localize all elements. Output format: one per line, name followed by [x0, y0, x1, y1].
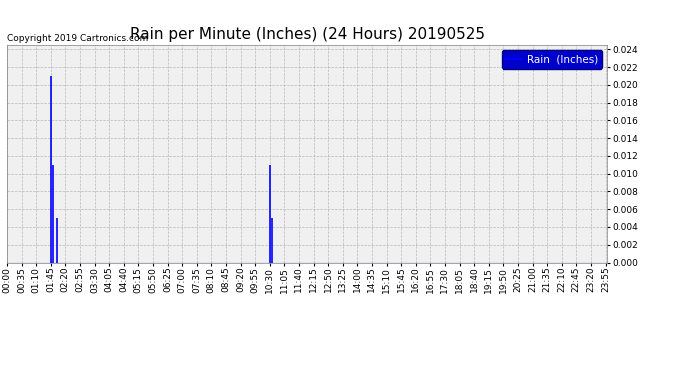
Text: Copyright 2019 Cartronics.com: Copyright 2019 Cartronics.com	[7, 34, 148, 43]
Title: Rain per Minute (Inches) (24 Hours) 20190525: Rain per Minute (Inches) (24 Hours) 2019…	[130, 27, 484, 42]
Legend: Rain  (Inches): Rain (Inches)	[502, 50, 602, 69]
